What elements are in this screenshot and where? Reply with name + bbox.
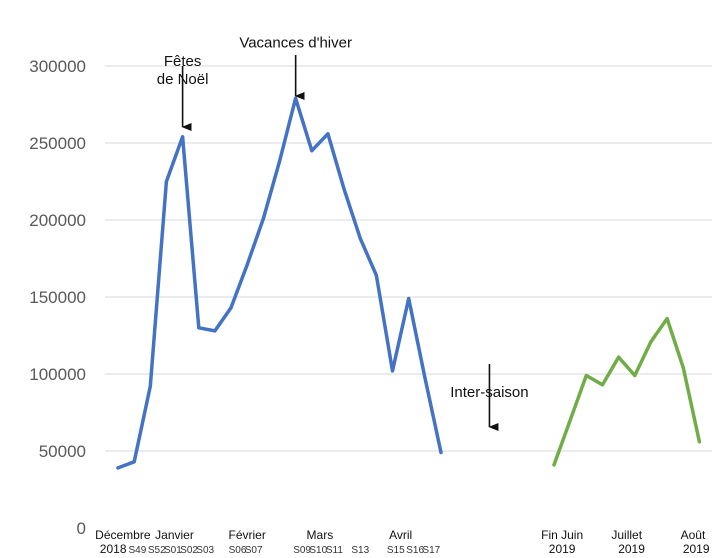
data-point: [423, 375, 427, 379]
x-week-label: S52: [148, 545, 166, 556]
data-point: [681, 366, 685, 370]
x-week-label: S01: [164, 545, 182, 556]
x-year-label: 2019: [549, 542, 576, 556]
gridlines: [105, 65, 712, 452]
x-month-label: Avril: [389, 528, 412, 542]
data-point: [229, 306, 233, 310]
x-week-label: S02: [180, 545, 198, 556]
data-point: [164, 179, 169, 184]
data-point: [342, 187, 346, 191]
x-week-label: S15: [387, 545, 405, 556]
x-month-label: Fin Juin: [541, 528, 583, 542]
y-tick-label: 200000: [29, 211, 86, 230]
data-point: [665, 316, 669, 321]
series: [116, 96, 702, 470]
annotation-text: Vacances d'hiver: [239, 35, 352, 52]
x-year-label: 2019: [618, 542, 645, 556]
x-month-label: Janvier: [155, 528, 194, 542]
series-line: [552, 316, 702, 467]
series-line: [116, 96, 443, 470]
annotation-text: Fêtes: [164, 53, 202, 70]
x-week-label: S13: [351, 545, 369, 556]
y-tick-label: 50000: [39, 442, 86, 461]
data-point: [600, 383, 605, 387]
x-week-label: S06: [229, 545, 247, 556]
data-point: [277, 159, 282, 164]
x-week-label: S03: [196, 545, 214, 556]
x-week-label: S07: [245, 545, 263, 556]
x-week-label: S09: [293, 545, 311, 556]
data-point: [132, 460, 136, 464]
x-week-label: S10: [309, 545, 327, 556]
data-point: [116, 466, 120, 470]
data-point: [245, 263, 249, 267]
data-point: [439, 450, 443, 455]
y-tick-label: 100000: [29, 365, 86, 384]
y-tick-label: 150000: [29, 288, 86, 307]
x-month-label: Juillet: [611, 528, 642, 542]
data-point: [697, 440, 702, 444]
x-month-label: Février: [229, 528, 266, 542]
x-axis-labels: Décembre Janvier Février Mars Avril Fin Juin J…: [95, 528, 710, 556]
data-point: [374, 273, 378, 278]
data-point: [358, 236, 362, 241]
x-month-label: Août: [681, 528, 706, 542]
x-week-label: S16: [406, 545, 424, 556]
data-point: [294, 96, 298, 100]
y-tick-label: 300000: [29, 57, 86, 76]
data-point: [310, 149, 314, 153]
annotation: Vacances d'hiver: [239, 35, 352, 100]
data-point: [326, 132, 330, 136]
data-point: [213, 329, 217, 333]
x-week-label: S49: [128, 545, 146, 556]
data-point: [649, 340, 653, 344]
data-point: [407, 296, 411, 301]
data-point: [584, 373, 588, 378]
x-year-label: 2018: [100, 542, 127, 556]
data-point: [390, 369, 395, 373]
data-point: [197, 326, 201, 330]
data-point: [633, 373, 637, 378]
data-point: [261, 216, 265, 221]
data-point: [568, 418, 572, 422]
data-point: [148, 384, 152, 388]
x-week-label: S17: [422, 545, 440, 556]
y-axis-ticks: 0 50000 100000 150000 200000 250000 300000: [29, 57, 86, 538]
data-point: [552, 463, 556, 467]
data-point: [181, 135, 185, 139]
y-tick-label: 250000: [29, 134, 86, 153]
x-month-label: Décembre: [95, 528, 151, 542]
x-week-label: S11: [326, 545, 343, 556]
x-month-label: Mars: [307, 528, 334, 542]
x-year-label: 2019: [683, 542, 710, 556]
annotation: Inter-saison: [450, 364, 529, 431]
data-point: [617, 355, 621, 359]
y-tick-label: 0: [77, 519, 86, 538]
